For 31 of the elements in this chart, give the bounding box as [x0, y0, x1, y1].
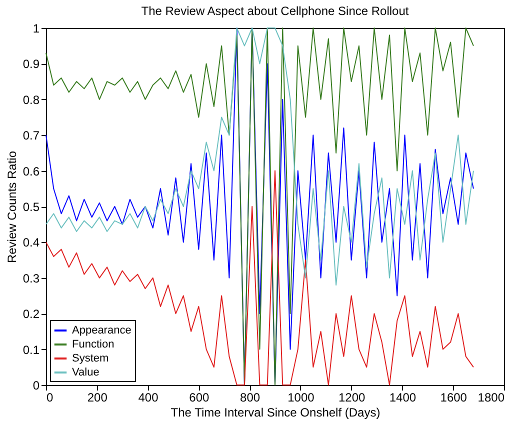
x-tick-label: 1600 — [440, 390, 468, 404]
y-tick-label: 0.6 — [22, 164, 40, 178]
legend-label: System — [72, 352, 109, 364]
x-tick-label: 1800 — [478, 390, 505, 404]
x-axis-title: The Time Interval Since Onshelf (Days) — [170, 406, 380, 420]
y-tick-label: 0 — [32, 378, 40, 392]
x-tick-label: 200 — [87, 390, 108, 404]
y-tick-label: 0.1 — [22, 342, 40, 357]
x-tick-label: 800 — [240, 390, 260, 404]
line-series — [46, 170, 474, 386]
y-axis-title: Review Counts Ratio — [4, 150, 19, 264]
y-tick-label: 0.2 — [22, 307, 40, 322]
y-tick-label: 0.5 — [22, 200, 40, 214]
legend-label: Appearance — [72, 324, 132, 336]
y-tick-label: 1 — [32, 22, 40, 36]
x-tick-label: 0 — [46, 390, 54, 404]
y-tick-label: 0.8 — [22, 92, 40, 107]
x-tick-label: 1400 — [389, 390, 416, 404]
y-tick-label: 0.7 — [22, 128, 40, 143]
legend-label: Function — [72, 338, 114, 350]
line-series — [46, 28, 474, 386]
y-tick-label: 0.4 — [22, 236, 40, 250]
y-tick-label: 0.9 — [22, 57, 40, 72]
x-tick-label: 400 — [138, 390, 159, 404]
chart-title: The Review Aspect about Cellphone Since Rollout — [141, 4, 410, 18]
legend-label: Value — [72, 366, 100, 378]
line-series — [46, 28, 474, 286]
x-tick-label: 600 — [189, 390, 210, 404]
x-tick-label: 1200 — [338, 390, 366, 404]
y-tick-label: 0.3 — [22, 271, 40, 286]
x-tick-label: 1000 — [288, 390, 315, 404]
